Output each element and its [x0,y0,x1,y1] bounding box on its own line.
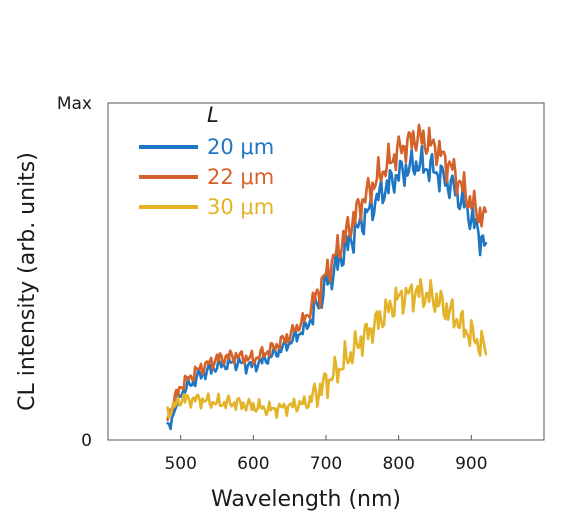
legend-label-2: 30 μm [207,195,274,219]
axes: 500 600 700 800 900 0 Max [57,94,545,474]
x-tick-label-800: 800 [382,454,414,474]
legend: L 20 μm 22 μm 30 μm [139,103,274,219]
series-line-2 [166,278,488,420]
series-layer [166,123,488,431]
series-line-0 [166,144,488,431]
x-tick-label-700: 700 [310,454,342,474]
y-axis-title: CL intensity (arb. units) [15,152,40,411]
y-tick-label-0: 0 [81,431,92,451]
x-axis-title: Wavelength (nm) [211,487,401,512]
x-tick-label-500: 500 [164,454,196,474]
y-tick-label-max: Max [57,94,92,114]
legend-title: L [207,103,219,127]
x-tick-label-900: 900 [455,454,487,474]
legend-label-1: 22 μm [207,165,274,189]
series-line-1 [166,123,488,422]
legend-label-0: 20 μm [207,135,274,159]
x-tick-label-600: 600 [237,454,269,474]
